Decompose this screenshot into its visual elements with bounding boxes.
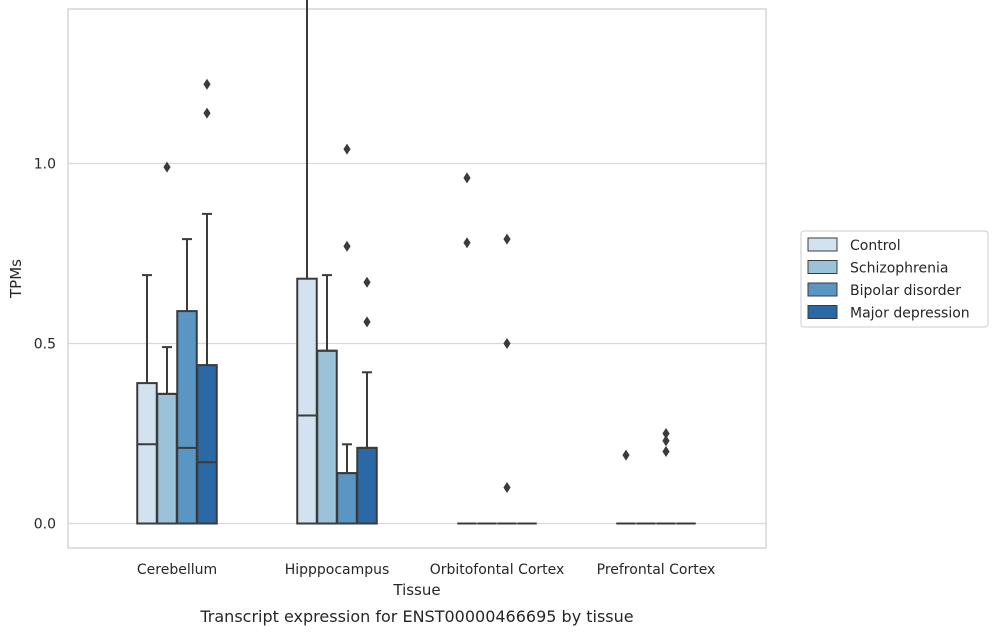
outlier-marker [363, 316, 371, 328]
legend-swatch [807, 260, 838, 274]
outlier-marker [163, 161, 171, 173]
box-group [316, 274, 338, 525]
legend-label: Bipolar disorder [850, 283, 961, 299]
box-rect [136, 382, 158, 525]
box-group [356, 371, 378, 525]
box-rect [156, 392, 178, 525]
box-group [136, 274, 158, 525]
outlier-marker [662, 446, 670, 457]
outlier-marker [343, 143, 351, 155]
y-tick-label: 1.0 [34, 157, 56, 173]
legend-swatch [807, 237, 838, 252]
box-group [156, 346, 178, 525]
outliers [163, 78, 670, 493]
outlier-marker [463, 237, 471, 249]
box-rect [356, 446, 378, 525]
outlier-marker [463, 172, 471, 184]
y-axis-title: TPMs [7, 259, 25, 299]
legend: Control Schizophrenia Bipolar disorder Majo… [800, 230, 989, 328]
box-group [336, 443, 358, 525]
outlier-marker [503, 482, 511, 493]
x-tick-label: Hipppocampus [285, 562, 390, 578]
y-tick-labels: 0.00.51.01.52.02.5 [34, 157, 56, 533]
box-rect [296, 277, 318, 525]
legend-frame [800, 230, 989, 328]
outlier-marker [363, 276, 371, 288]
outlier-marker [662, 428, 670, 439]
outlier-marker [622, 449, 630, 461]
legend-label: Major depression [850, 306, 970, 322]
outlier-marker [343, 240, 351, 252]
legend-label: Control [850, 238, 901, 254]
box-group [196, 212, 218, 525]
outlier-marker [503, 338, 511, 349]
outlier-marker [503, 233, 511, 245]
outlier-marker [203, 107, 211, 119]
box-group [296, 0, 318, 525]
chart-caption: Transcript expression for ENST0000046669… [199, 607, 633, 626]
x-tick-label: Cerebellum [137, 562, 217, 578]
legend-swatch [807, 282, 838, 297]
box-rect [316, 349, 338, 525]
legend-label: Schizophrenia [850, 261, 948, 277]
outlier-marker [662, 435, 670, 447]
x-axis-title: Tissue [392, 581, 440, 599]
legend-swatch [807, 305, 838, 319]
outlier-marker [203, 78, 211, 90]
x-tick-labels: Cerebellum Hipppocampus Orbitofontal Corte… [137, 562, 715, 578]
y-tick-label: 0.0 [34, 517, 56, 533]
x-tick-label: Orbitofontal Cortex [430, 562, 565, 578]
box-rect [196, 364, 218, 525]
box-rect [176, 310, 198, 525]
plot-frame [67, 8, 767, 549]
boxes [136, 0, 696, 525]
y-tick-label: 0.5 [34, 337, 56, 353]
x-tick-label: Prefrontal Cortex [597, 562, 716, 578]
box-rect [336, 472, 358, 525]
box-group [176, 238, 198, 525]
